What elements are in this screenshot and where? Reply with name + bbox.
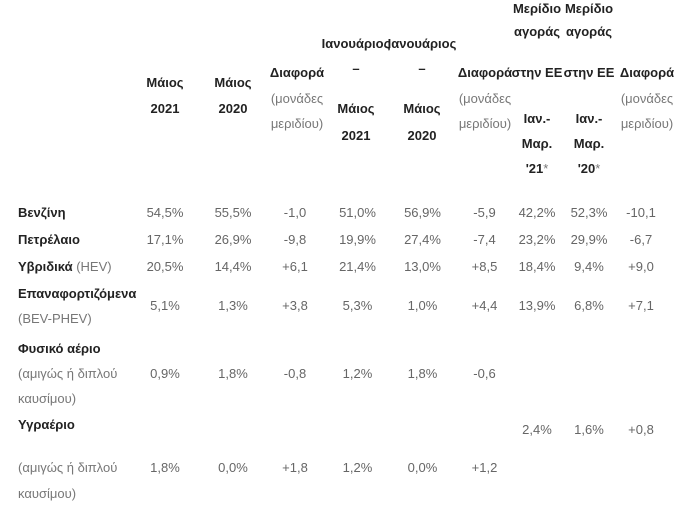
cell: 1,8% xyxy=(150,460,180,475)
cell: 1,6% xyxy=(574,422,604,437)
cell: 26,9% xyxy=(214,232,252,247)
row-sublabel-lpg-2: καυσίμου) xyxy=(18,486,77,501)
cell: +8,5 xyxy=(471,259,498,274)
header-may-2020: Μάιος xyxy=(214,75,252,90)
row-sublabel-lpg-1: (αμιγώς ή διπλού xyxy=(18,460,118,475)
row-sublabel-natural-gas-2: καυσίμου) xyxy=(18,391,77,406)
row-label-hybrid: Υβριδικά (HEV) xyxy=(18,259,112,274)
header-share-21-l2: αγοράς xyxy=(514,24,560,39)
cell: 2,4% xyxy=(522,422,552,437)
cell: 1,0% xyxy=(407,298,438,313)
cell: 56,9% xyxy=(404,205,441,220)
cell: 13,9% xyxy=(518,298,556,313)
cell: 6,8% xyxy=(574,298,604,313)
row-sublabel-rechargeable: (BEV-PHEV) xyxy=(18,311,92,326)
header-diff-share-sub2: μεριδίου) xyxy=(620,116,674,131)
header-diff-may-sub1: (μονάδες xyxy=(270,91,324,106)
cell: 1,8% xyxy=(407,366,438,381)
row-label-diesel: Πετρέλαιο xyxy=(18,232,80,247)
header-janmay-2020-dash: – xyxy=(418,61,426,76)
cell: -1,0 xyxy=(283,205,307,220)
header-janmay-2020-year: 2020 xyxy=(407,128,437,143)
header-diff-janmay-sub2: μεριδίου) xyxy=(458,116,512,131)
cell: 23,2% xyxy=(518,232,556,247)
cell: +0,8 xyxy=(628,422,654,437)
cell: 17,1% xyxy=(146,232,184,247)
cell: 29,9% xyxy=(570,232,608,247)
cell: +1,8 xyxy=(282,460,308,475)
header-share-20-l4: Ιαν.- xyxy=(575,111,603,126)
header-share-21-year: '21* xyxy=(525,161,549,176)
cell: 52,3% xyxy=(570,205,608,220)
header-janmay-2020: Ιανουάριος xyxy=(387,36,457,51)
cell: +3,8 xyxy=(282,298,308,313)
header-share-21-l5: Μαρ. xyxy=(521,136,553,151)
cell: 21,4% xyxy=(339,259,376,274)
header-share-21-l3: στην ΕΕ xyxy=(511,65,563,80)
cell: +9,0 xyxy=(628,259,654,274)
header-diff-share-sub1: (μονάδες xyxy=(620,91,674,106)
cell: 1,2% xyxy=(342,460,373,475)
cell: -6,7 xyxy=(629,232,653,247)
cell: -5,9 xyxy=(473,205,496,220)
cell: 0,0% xyxy=(407,460,438,475)
row-sublabel-natural-gas-1: (αμιγώς ή διπλού xyxy=(18,366,118,381)
cell: -0,8 xyxy=(283,366,307,381)
header-share-20-l2: αγοράς xyxy=(566,24,612,39)
cell: 18,4% xyxy=(518,259,556,274)
header-share-20: Μερίδιο xyxy=(564,1,614,16)
cell: 27,4% xyxy=(404,232,441,247)
cell: 9,4% xyxy=(574,259,604,274)
cell: +7,1 xyxy=(628,298,654,313)
cell: 1,8% xyxy=(218,366,248,381)
cell: 5,3% xyxy=(342,298,373,313)
cell: 13,0% xyxy=(404,259,441,274)
header-diff-share: Διαφορά xyxy=(619,65,675,80)
cell: -9,8 xyxy=(283,232,307,247)
header-diff-may-sub2: μεριδίου) xyxy=(270,116,324,131)
header-janmay-2021-dash: – xyxy=(352,61,360,76)
header-janmay-2021-month: Μάιος xyxy=(337,101,375,116)
cell: 54,5% xyxy=(146,205,184,220)
header-share-20-l3: στην ΕΕ xyxy=(563,65,615,80)
cell: 14,4% xyxy=(214,259,252,274)
cell: 5,1% xyxy=(150,298,180,313)
header-share-21: Μερίδιο xyxy=(512,1,562,16)
cell: 42,2% xyxy=(518,205,556,220)
cell: +4,4 xyxy=(471,298,498,313)
header-may-2020-year: 2020 xyxy=(218,101,248,116)
header-janmay-2020-month: Μάιος xyxy=(403,101,441,116)
cell: -10,1 xyxy=(626,205,656,220)
cell: 20,5% xyxy=(146,259,184,274)
header-may-2021: Μάιος xyxy=(146,75,184,90)
cell: 19,9% xyxy=(339,232,376,247)
cell: +6,1 xyxy=(282,259,308,274)
cell: 55,5% xyxy=(214,205,252,220)
header-diff-janmay: Διαφορά xyxy=(457,65,513,80)
cell: -7,4 xyxy=(473,232,496,247)
row-label-natural-gas: Φυσικό αέριο xyxy=(18,341,101,356)
header-share-21-l4: Ιαν.- xyxy=(523,111,551,126)
cell: 51,0% xyxy=(339,205,376,220)
row-label-rechargeable: Επαναφορτιζόμενα xyxy=(18,286,137,301)
row-label-petrol: Βενζίνη xyxy=(18,205,66,220)
cell: 1,3% xyxy=(218,298,248,313)
header-janmay-2021-year: 2021 xyxy=(341,128,371,143)
cell: +1,2 xyxy=(471,460,498,475)
cell: 0,0% xyxy=(218,460,248,475)
header-share-20-l5: Μαρ. xyxy=(573,136,605,151)
header-janmay-2021: Ιανουάριος xyxy=(321,36,391,51)
header-may-2021-year: 2021 xyxy=(150,101,180,116)
header-diff-may: Διαφορά xyxy=(269,65,325,80)
header-diff-janmay-sub1: (μονάδες xyxy=(458,91,512,106)
header-share-20-year: '20* xyxy=(577,161,601,176)
cell: 0,9% xyxy=(150,366,180,381)
cell: -0,6 xyxy=(473,366,496,381)
row-label-lpg: Υγραέριο xyxy=(18,417,75,432)
cell: 1,2% xyxy=(342,366,373,381)
